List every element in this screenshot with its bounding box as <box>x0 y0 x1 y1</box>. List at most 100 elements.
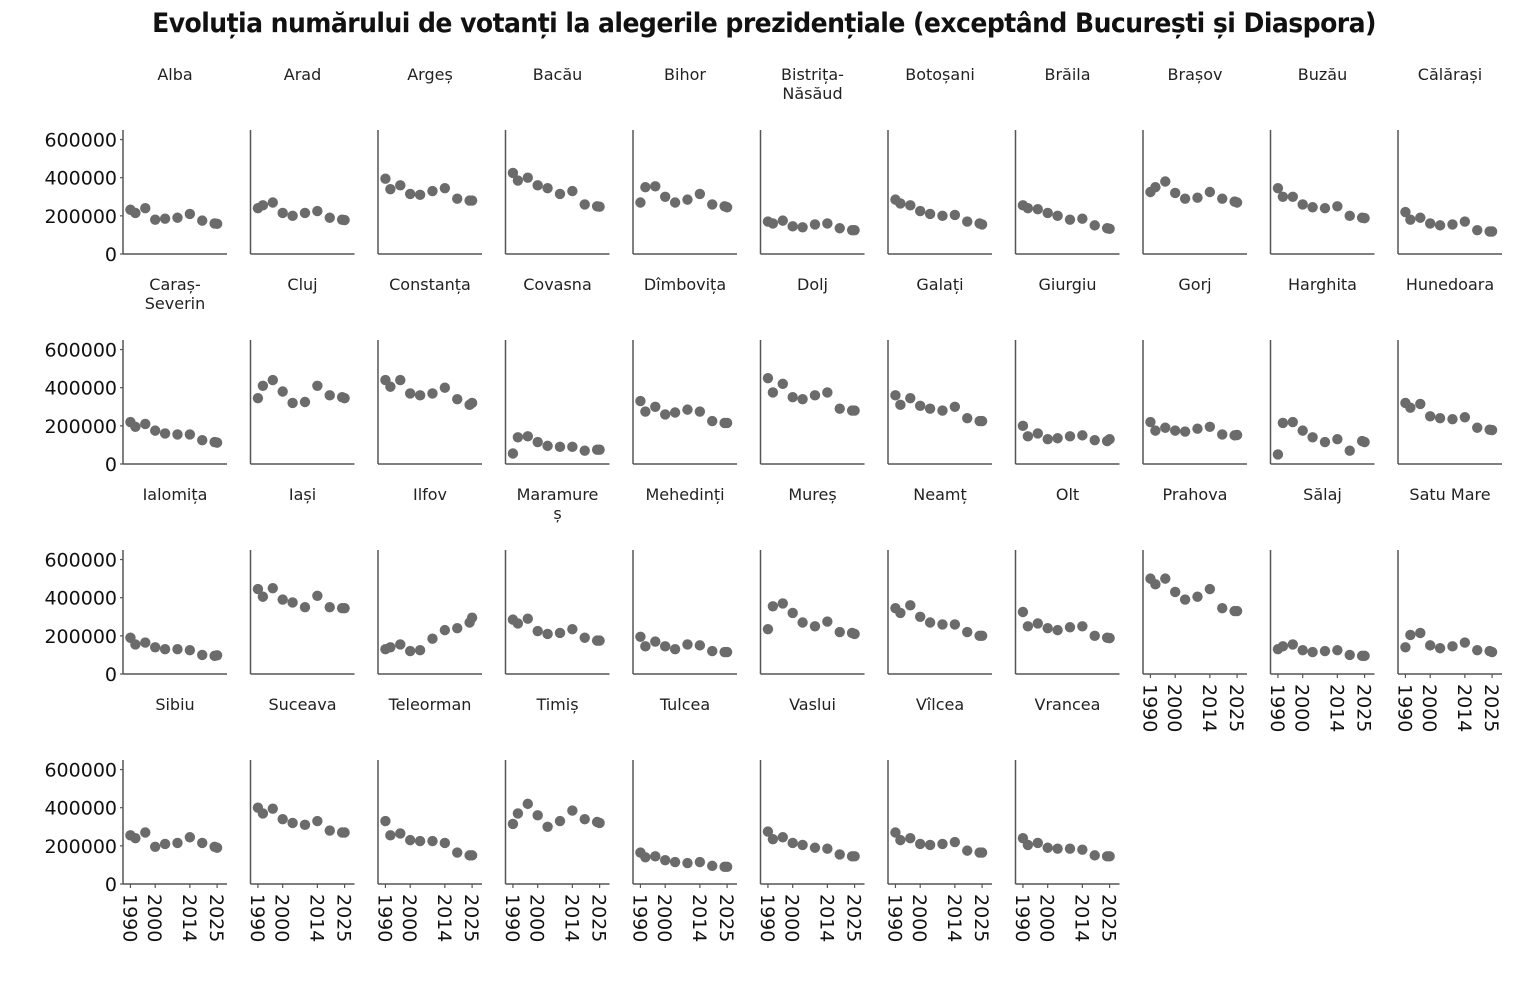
data-point <box>1064 214 1076 225</box>
panel-24: Iași <box>249 485 355 675</box>
data-point <box>159 644 171 655</box>
data-point <box>1089 630 1100 642</box>
data-point <box>159 428 171 439</box>
panel-36: Teleorman 1990 2000 2014 2025 <box>373 695 482 942</box>
data-point <box>1297 199 1308 210</box>
data-point <box>849 851 860 862</box>
panel-title: Hunedoara <box>1406 275 1494 294</box>
chart-title: Evoluția numărului de votanți la alegeri… <box>152 8 1376 39</box>
data-point <box>721 646 733 658</box>
data-point <box>1332 434 1343 445</box>
data-point <box>914 611 926 622</box>
data-point <box>507 167 519 179</box>
data-point <box>149 642 161 653</box>
data-point <box>1150 579 1161 590</box>
x-tick-label: 2000 <box>143 894 165 942</box>
data-point <box>777 215 788 226</box>
data-point <box>976 219 988 230</box>
data-point <box>1217 429 1228 440</box>
panel-title: Galați <box>916 275 963 294</box>
data-point <box>404 188 416 200</box>
x-tick-label: 2000 <box>1163 684 1185 732</box>
data-point <box>554 441 566 453</box>
data-point <box>682 194 693 205</box>
data-point <box>976 630 988 642</box>
data-point <box>1052 433 1063 444</box>
data-point <box>149 214 161 225</box>
x-tick-label: 2014 <box>178 894 200 942</box>
panel-title: Mureș <box>788 485 836 504</box>
data-point <box>1160 176 1171 187</box>
data-point <box>682 857 693 869</box>
data-point <box>694 188 706 200</box>
data-point <box>140 827 151 838</box>
panel-27: Mehedinți <box>632 485 737 675</box>
panel-35: Suceava 1990 2000 2014 2025 <box>246 695 355 942</box>
data-point <box>669 197 681 208</box>
x-tick-label: 2014 <box>560 894 582 942</box>
data-point <box>579 813 590 825</box>
data-point <box>324 825 335 836</box>
data-point <box>312 590 323 601</box>
panel-title: Sălaj <box>1303 485 1342 504</box>
data-point <box>1287 191 1298 202</box>
data-point <box>1160 422 1171 433</box>
x-tick-label: 2025 <box>1225 684 1247 732</box>
y-tick-label: 600000 <box>44 340 117 362</box>
panel-title: Alba <box>157 65 192 84</box>
data-point <box>287 817 298 829</box>
data-point <box>579 199 590 210</box>
panel-title: Neamț <box>913 485 966 504</box>
data-point <box>834 403 845 414</box>
data-point <box>380 173 391 184</box>
data-point <box>439 382 451 393</box>
data-point <box>579 632 590 643</box>
x-tick-label: 1990 <box>1393 684 1415 732</box>
data-point <box>635 197 646 208</box>
x-tick-label: 2000 <box>1291 684 1313 732</box>
data-point <box>914 205 926 217</box>
panel-14: Constanța <box>377 275 482 465</box>
data-point <box>287 597 298 608</box>
x-tick-label: 2000 <box>1036 894 1058 942</box>
panel-26: Maramure ș <box>504 485 610 675</box>
data-point <box>512 808 524 819</box>
data-point <box>404 834 416 846</box>
data-point <box>339 827 350 838</box>
panel-title: Maramure ș <box>517 485 599 523</box>
data-point <box>1332 644 1343 656</box>
data-point <box>1089 220 1100 231</box>
data-point <box>299 602 311 613</box>
data-point <box>721 417 733 429</box>
data-point <box>385 183 396 195</box>
panel-title: Timiș <box>535 695 578 714</box>
data-point <box>452 847 463 858</box>
data-point <box>809 219 821 230</box>
panel-25: Ilfov <box>377 485 482 675</box>
data-point <box>567 441 578 453</box>
data-point <box>1179 594 1191 605</box>
data-point <box>1277 641 1289 652</box>
data-point <box>1231 429 1243 441</box>
panel-title: Satu Mare <box>1409 485 1490 504</box>
data-point <box>395 639 406 650</box>
x-tick-label: 1990 <box>1138 684 1160 732</box>
data-point <box>777 378 788 390</box>
data-point <box>1077 430 1088 441</box>
data-point <box>1231 197 1243 208</box>
data-point <box>890 390 901 401</box>
data-point <box>1217 602 1228 614</box>
panel-title: Bihor <box>664 65 706 84</box>
data-point <box>287 210 298 222</box>
panel-title: Argeș <box>407 65 453 84</box>
data-point <box>339 392 350 404</box>
panel-37: Timiș 1990 2000 2014 2025 <box>501 695 610 942</box>
data-point <box>1459 412 1471 423</box>
data-point <box>385 830 396 841</box>
data-point <box>427 185 438 197</box>
data-point <box>924 839 936 851</box>
data-point <box>339 214 350 226</box>
panel-title: Tulcea <box>659 695 710 714</box>
data-point <box>762 826 774 837</box>
data-point <box>809 390 821 401</box>
